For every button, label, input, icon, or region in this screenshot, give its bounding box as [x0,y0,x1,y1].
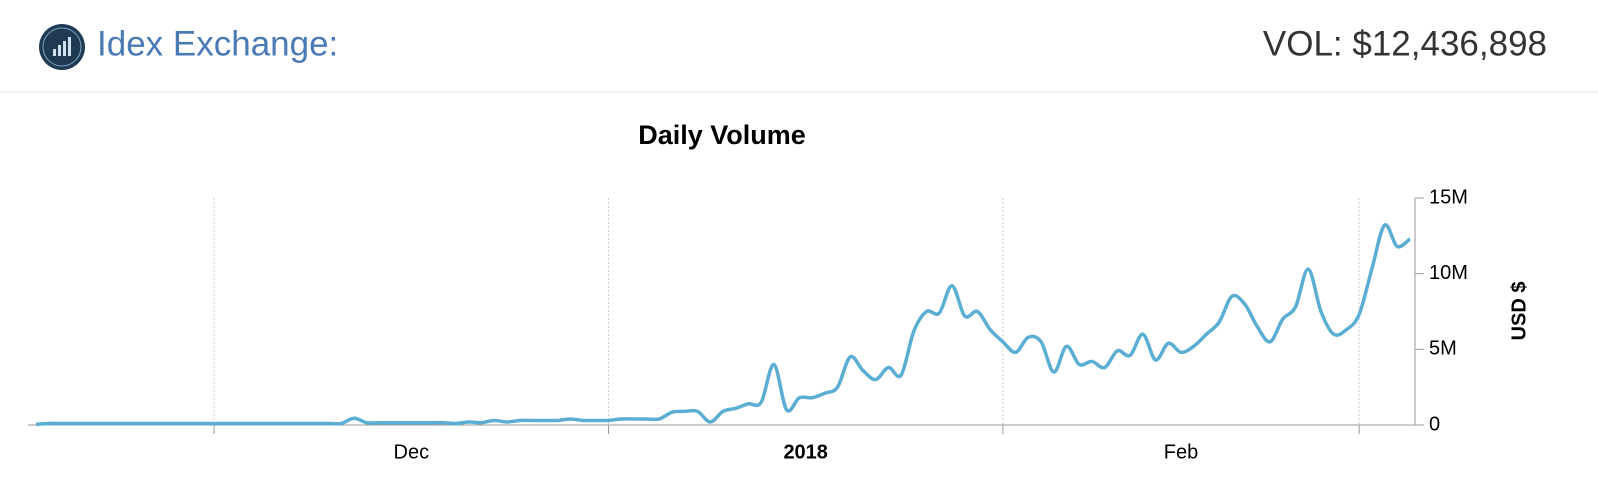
logo [39,24,85,70]
volume-line [35,223,1412,426]
y-tick-label: 10M [1429,262,1468,284]
y-tick-label: 0 [1429,413,1440,435]
x-tick-label: Feb [1164,441,1198,463]
x-tick-label: Dec [394,441,430,463]
chart-title: Daily Volume [638,120,806,150]
y-tick-label: 5M [1429,338,1457,360]
volume: VOL: $12,436,898 [1263,24,1547,63]
y-axis-label: USD $ [1508,282,1530,341]
exchange-title: Idex Exchange: [97,24,338,63]
y-tick-label: 15M [1429,186,1468,208]
x-tick-label: 2018 [783,441,828,463]
